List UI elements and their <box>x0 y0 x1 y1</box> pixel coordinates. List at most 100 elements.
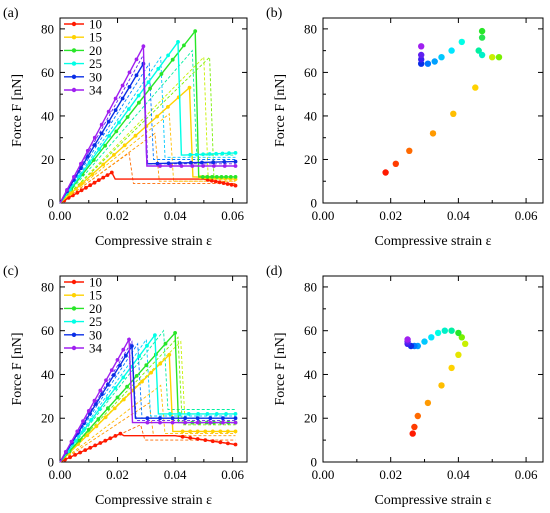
series-marker-25 <box>186 412 191 416</box>
scatter-point <box>382 169 389 176</box>
series-marker-30 <box>130 344 134 348</box>
series-marker-15 <box>68 191 73 196</box>
series-marker-30 <box>221 416 225 421</box>
y-tick-label: 60 <box>41 323 54 338</box>
y-tick-label: 60 <box>304 323 317 338</box>
series-marker-15 <box>94 424 99 429</box>
y-tick-label: 0 <box>311 196 318 211</box>
legend-marker <box>71 332 77 337</box>
series-marker-20 <box>103 143 107 148</box>
series-marker-34 <box>212 164 216 168</box>
y-tick-label: 60 <box>41 65 54 80</box>
panel-b: 0.00 0.02 0.04 0.06 0 20 40 60 80 Compressive str… <box>266 6 544 249</box>
series-marker-25 <box>196 412 201 416</box>
series-marker-25 <box>201 152 206 157</box>
series-marker-20 <box>233 175 238 179</box>
series-marker-10 <box>79 188 84 193</box>
intermediate-curve <box>59 424 236 463</box>
series-marker-34 <box>168 164 173 168</box>
panel-label: (b) <box>266 6 283 21</box>
series-marker-34 <box>92 135 97 140</box>
y-axis-label: Force F [nN] <box>273 74 288 147</box>
series-marker-15 <box>133 133 138 138</box>
series-marker-30 <box>233 159 238 164</box>
scatter-point <box>418 43 425 50</box>
series-marker-30 <box>85 154 90 159</box>
x-axis-label: Compressive strain ε <box>374 493 491 508</box>
series-marker-20 <box>134 374 139 378</box>
series-marker-20 <box>159 72 164 76</box>
series-marker-25 <box>194 152 199 157</box>
x-tick-label: 0.04 <box>447 467 470 482</box>
series-marker-15 <box>195 429 200 434</box>
scatter-point <box>434 329 442 337</box>
series-marker-30 <box>170 416 175 421</box>
series-marker-20 <box>144 363 149 368</box>
plot-frame <box>322 17 544 204</box>
intermediate-curve <box>59 336 236 463</box>
scatter-point <box>475 47 482 54</box>
series-marker-25 <box>121 375 126 380</box>
series-marker-34 <box>69 439 74 444</box>
legend-marker <box>71 87 77 93</box>
series-marker-10 <box>209 178 214 183</box>
series-marker-15 <box>155 114 160 119</box>
plot-frame <box>59 17 248 204</box>
intermediate-curve <box>59 384 236 463</box>
series-marker-15 <box>180 429 185 434</box>
series-marker-34 <box>127 337 131 342</box>
intermediate-curve <box>59 338 236 463</box>
legend-marker <box>71 35 77 40</box>
series-marker-30 <box>177 161 182 165</box>
series-marker-25 <box>153 333 157 337</box>
scatter-point <box>428 334 435 341</box>
legend-label: 34 <box>89 341 103 356</box>
series-marker-30 <box>100 392 104 397</box>
series-marker-20 <box>205 175 210 179</box>
intermediate-curve <box>59 55 236 204</box>
series-marker-10 <box>118 431 123 436</box>
x-tick-label: 0.02 <box>106 467 129 482</box>
x-tick-label: 0.06 <box>515 467 538 482</box>
series-marker-15 <box>122 143 127 148</box>
series-marker-34 <box>158 420 162 425</box>
series-marker-30 <box>79 166 83 171</box>
series-marker-34 <box>145 420 150 425</box>
series-marker-10 <box>92 180 97 185</box>
series-marker-34 <box>109 368 114 372</box>
series-marker-34 <box>233 164 238 168</box>
series-marker-25 <box>117 120 121 125</box>
x-axis-label: Compressive strain ε <box>374 234 491 249</box>
y-tick-label: 40 <box>41 108 54 123</box>
series-marker-10 <box>180 434 185 439</box>
series-marker-20 <box>193 29 198 33</box>
series-marker-30 <box>158 416 162 421</box>
series-marker-10 <box>113 434 118 438</box>
series-marker-15 <box>101 162 106 167</box>
series-marker-20 <box>210 175 215 179</box>
x-tick-label: 0.06 <box>221 208 244 223</box>
series-marker-25 <box>87 160 92 165</box>
y-tick-label: 20 <box>41 152 54 167</box>
scatter-point <box>458 334 465 341</box>
scatter-point <box>489 54 496 61</box>
series-marker-15 <box>166 105 170 109</box>
legend-marker <box>71 293 77 298</box>
series-marker-34 <box>92 398 97 403</box>
series-marker-10 <box>233 183 238 188</box>
series-marker-30 <box>106 119 111 124</box>
series-marker-30 <box>124 353 128 358</box>
x-tick-label: 0.00 <box>49 467 72 482</box>
series-marker-34 <box>63 449 68 454</box>
scatter-point <box>458 38 465 46</box>
legend-label: 20 <box>89 301 102 316</box>
series-marker-20 <box>86 427 91 432</box>
legend-label: 25 <box>89 56 102 71</box>
series-marker-34 <box>120 83 125 88</box>
series-marker-30 <box>183 416 188 421</box>
series-marker-25 <box>214 412 219 416</box>
x-tick-label: 0.00 <box>312 208 335 223</box>
series-marker-25 <box>177 412 182 416</box>
series-marker-10 <box>101 175 106 180</box>
series-marker-25 <box>89 417 94 422</box>
